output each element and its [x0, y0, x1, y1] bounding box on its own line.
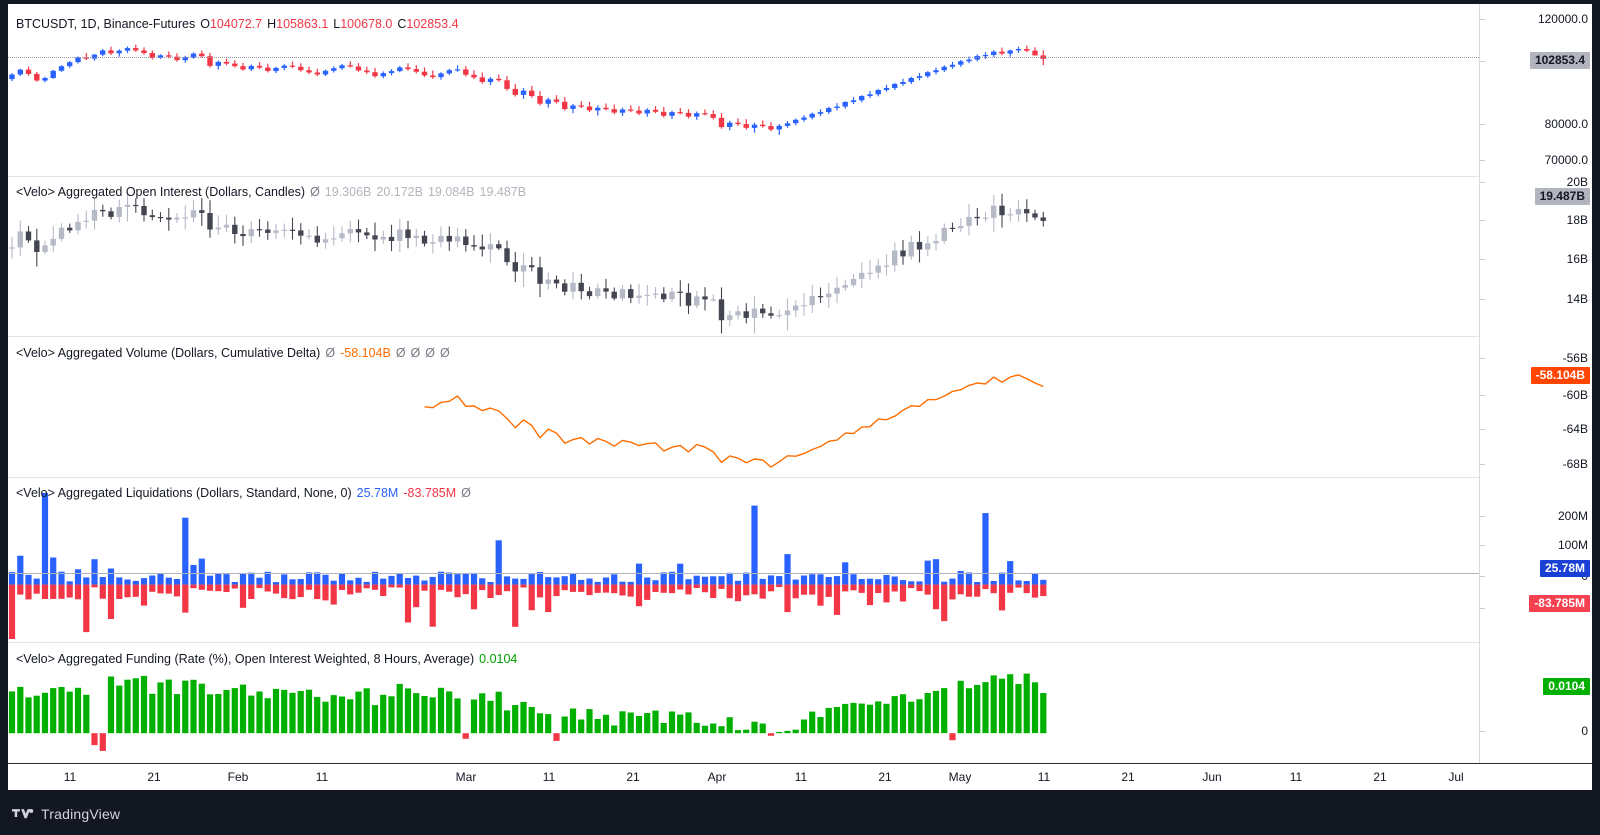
price-scale[interactable]: 120000.0 100000.0 80000.0 70000.0 102853… — [1479, 4, 1592, 790]
pane-cumulative-delta[interactable] — [8, 337, 1479, 477]
time-tick-may: May — [948, 770, 972, 784]
time-tick-21: 21 — [1373, 770, 1387, 784]
chart-canvas[interactable]: BTCUSDT, 1D, Binance-Futures O104072.7 H10… — [8, 4, 1479, 790]
liquidations-zero-line — [8, 573, 1479, 574]
last-price-line — [8, 57, 1479, 58]
price-tick-2: 80000.0 — [1544, 117, 1588, 131]
delta-tick-1: -60B — [1562, 388, 1588, 402]
time-tick-21: 21 — [1121, 770, 1135, 784]
time-tick-mar: Mar — [455, 770, 477, 784]
delta-tick-0: -56B — [1562, 351, 1588, 365]
oi-tick-3: 14B — [1566, 292, 1588, 306]
tradingview-brand[interactable]: TradingView — [41, 805, 121, 822]
time-tick-jun: Jun — [1202, 770, 1222, 784]
open-interest-candles — [9, 193, 1046, 334]
time-tick-11: 11 — [63, 770, 77, 784]
time-tick-11: 11 — [315, 770, 329, 784]
time-tick-feb: Feb — [227, 770, 249, 784]
pane-divider-4[interactable] — [8, 642, 1479, 643]
funding-badge-last: 0.0104 — [1543, 678, 1590, 695]
time-tick-21: 21 — [878, 770, 892, 784]
time-tick-11: 11 — [1037, 770, 1051, 784]
pane-price[interactable] — [8, 4, 1479, 176]
time-tick-11: 11 — [1289, 770, 1303, 784]
liquidations-bars — [8, 493, 1047, 639]
funding-tick-0: 0 — [1581, 724, 1588, 738]
liq-tick-1: 100M — [1557, 538, 1588, 552]
pane-divider-3[interactable] — [8, 477, 1479, 478]
pane-liquidations[interactable] — [8, 478, 1479, 642]
price-candles — [9, 44, 1046, 135]
pane-funding[interactable] — [8, 643, 1479, 767]
time-axis[interactable]: 11 21 Feb 11 Mar 11 21 Apr 11 21 May 11 21 Jun 11 21 Jul — [8, 763, 1592, 790]
delta-tick-2: -64B — [1562, 422, 1588, 436]
pane-divider-1[interactable] — [8, 176, 1479, 177]
time-tick-11: 11 — [794, 770, 808, 784]
price-tick-0: 120000.0 — [1537, 12, 1588, 26]
footer-bar: TradingView — [0, 792, 1600, 835]
price-tick-3: 70000.0 — [1544, 153, 1588, 167]
oi-tick-2: 16B — [1566, 252, 1588, 266]
price-badge-last: 102853.4 — [1529, 52, 1590, 69]
delta-tick-3: -68B — [1562, 457, 1588, 471]
time-tick-jul: Jul — [1448, 770, 1464, 784]
time-tick-11: 11 — [542, 770, 556, 784]
tradingview-logo-icon[interactable] — [12, 807, 34, 821]
cumulative-delta-line — [424, 374, 1044, 468]
oi-badge-last: 19.487B — [1534, 188, 1590, 205]
liq-badge-long: 25.78M — [1539, 560, 1590, 577]
liq-tick-0: 200M — [1557, 509, 1588, 523]
delta-badge-last: -58.104B — [1530, 367, 1590, 384]
time-tick-21: 21 — [147, 770, 161, 784]
time-tick-21: 21 — [626, 770, 640, 784]
oi-tick-1: 18B — [1566, 213, 1588, 227]
liq-badge-short: -83.785M — [1529, 595, 1590, 612]
pane-divider-2[interactable] — [8, 336, 1479, 337]
funding-bars — [8, 673, 1047, 751]
time-tick-apr: Apr — [707, 770, 727, 784]
pane-open-interest[interactable] — [8, 177, 1479, 336]
oi-tick-0: 20B — [1566, 175, 1588, 189]
